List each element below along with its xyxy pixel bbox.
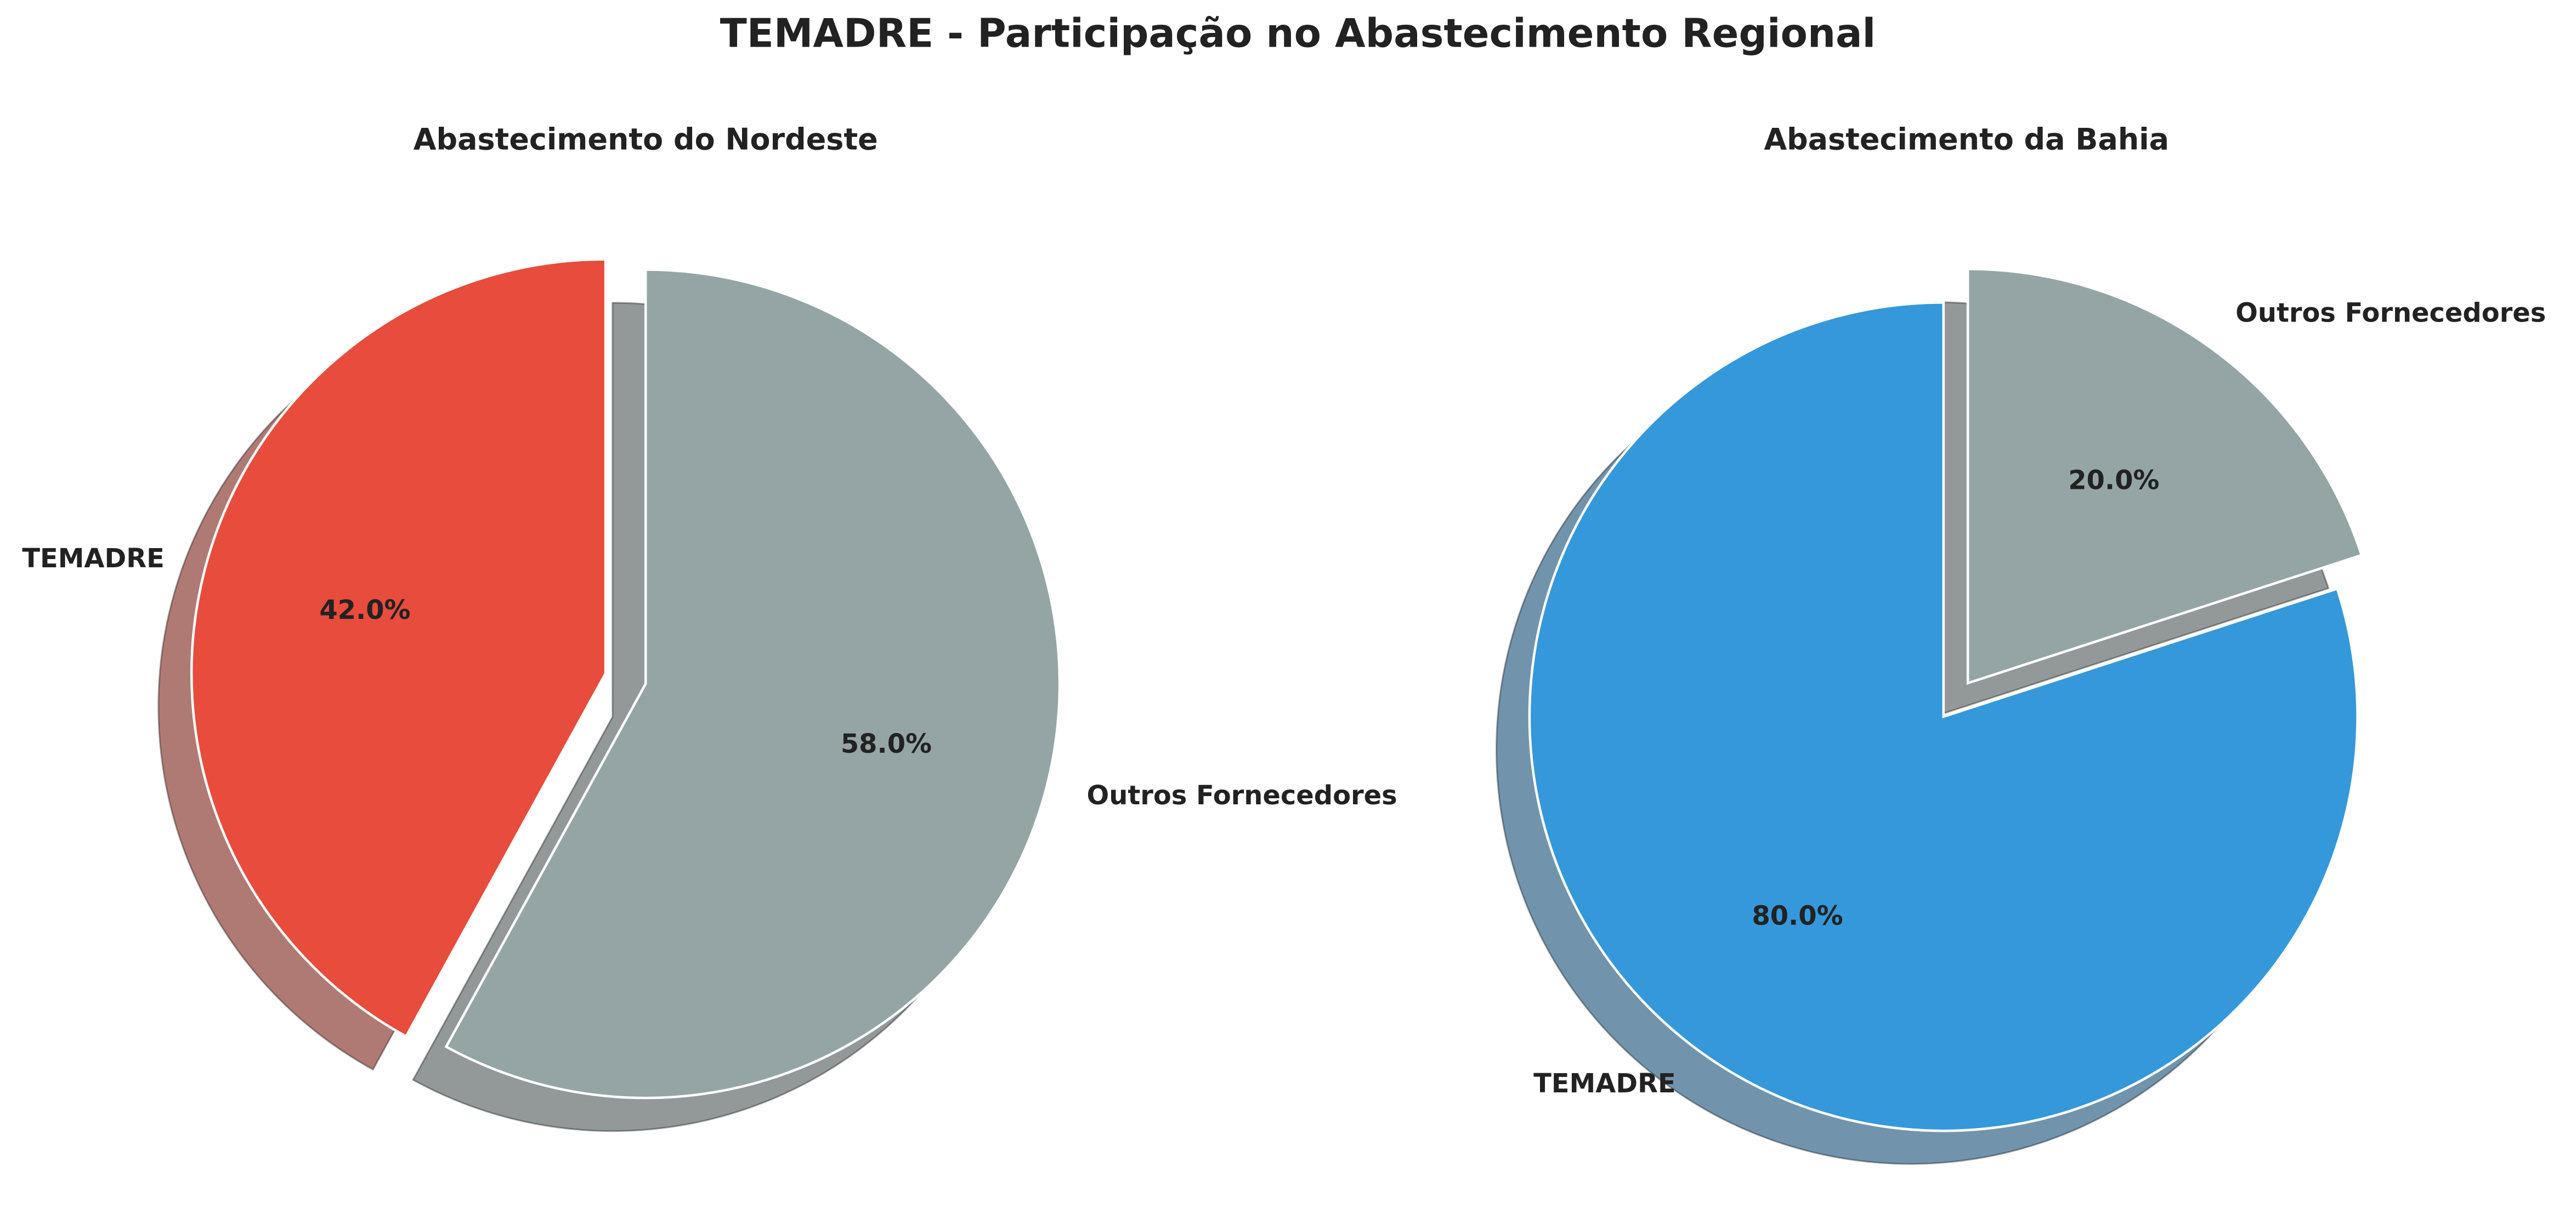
wedge [190,258,607,1039]
wedge [1528,301,2359,1132]
wedge [1966,268,2363,685]
figure-title: TEMADRE - Participação no Abastecimento … [720,10,1876,57]
wedge-label: Outros Fornecedores [2235,298,2546,328]
wedge [444,268,1061,1099]
value-label: 58.0% [841,729,932,759]
wedge-label: Outros Fornecedores [1087,781,1397,811]
chart-title: Abastecimento da Bahia [1764,122,2169,156]
wedge-label: TEMADRE [22,544,165,574]
value-label: 80.0% [1752,901,1843,932]
value-label: 42.0% [319,595,410,625]
chart-title: Abastecimento do Nordeste [414,122,878,156]
value-label: 20.0% [2068,466,2159,496]
wedge-label: TEMADRE [1533,1069,1676,1099]
